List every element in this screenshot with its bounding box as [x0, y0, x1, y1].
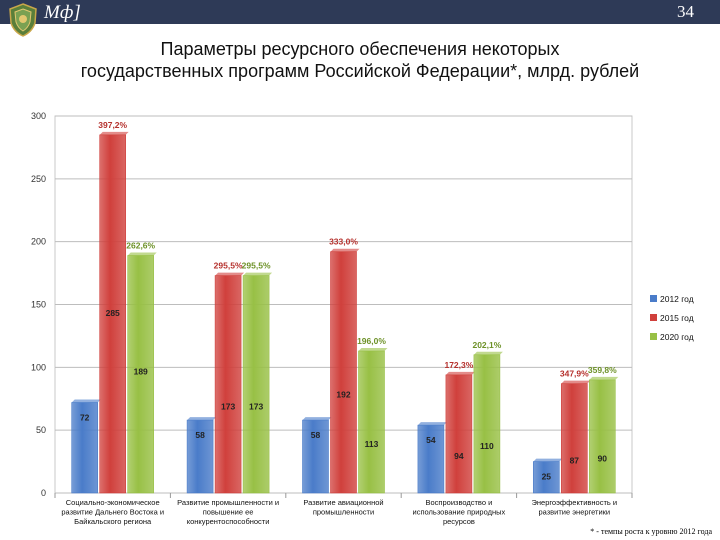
x-category-label: развитие энергетики [538, 508, 610, 517]
bar [214, 275, 242, 494]
slide-number: 34 [677, 2, 694, 21]
bar [588, 379, 616, 494]
title-line-2: государственных программ Российской Феде… [80, 61, 640, 81]
bar [560, 383, 588, 494]
bar [330, 251, 357, 494]
growth-label-2020: 295,5% [242, 261, 271, 271]
bar-top [445, 371, 475, 375]
brand-logo: Мф] [44, 2, 81, 23]
bar [473, 354, 501, 494]
growth-label-2020: 196,0% [357, 336, 386, 346]
x-category-label: повышение ее [203, 508, 254, 517]
bar-top [330, 248, 360, 252]
growth-label-2020: 202,1% [472, 340, 501, 350]
bar [417, 424, 445, 494]
data-label: 285 [106, 308, 120, 318]
x-category-label: Воспроизводство и [426, 498, 493, 507]
data-label: 54 [426, 435, 436, 445]
growth-label-2015: 295,5% [214, 261, 243, 271]
header-bar [0, 0, 720, 24]
footnote: * - темпы роста к уровню 2012 года [590, 527, 712, 536]
legend-swatch [650, 295, 657, 302]
title-line-1: Параметры ресурсного обеспечения некотор… [160, 39, 560, 59]
x-category-label: Энергоэффективность и [531, 498, 617, 507]
legend-label: 2015 год [660, 313, 694, 323]
bar-top [243, 272, 273, 276]
data-label: 189 [134, 366, 148, 376]
ministry-emblem-icon [9, 3, 37, 37]
growth-label-2015: 172,3% [444, 360, 473, 370]
growth-label-2015: 397,2% [98, 120, 127, 130]
y-tick-label: 50 [36, 425, 46, 435]
bar [127, 255, 154, 494]
bar-top [533, 458, 563, 462]
bar [99, 134, 126, 494]
legend-swatch [650, 333, 657, 340]
bar [302, 419, 329, 494]
y-tick-label: 300 [31, 111, 46, 121]
y-tick-label: 150 [31, 300, 46, 310]
data-label: 58 [311, 430, 321, 440]
bar [358, 350, 385, 494]
y-tick-label: 100 [31, 362, 46, 372]
legend-swatch [650, 314, 657, 321]
bar-top [215, 272, 245, 276]
bar [186, 419, 214, 494]
data-label: 110 [480, 441, 494, 451]
y-tick-label: 200 [31, 237, 46, 247]
legend-label: 2020 год [660, 332, 694, 342]
x-category-label: Развитие промышленности и [177, 498, 279, 507]
data-label: 72 [80, 413, 90, 423]
legend-label: 2012 год [660, 294, 694, 304]
bar [71, 402, 98, 494]
data-label: 113 [365, 439, 379, 449]
growth-label-2020: 359,8% [588, 365, 617, 375]
x-category-label: ресурсов [443, 517, 475, 526]
growth-label-2015: 347,9% [560, 369, 589, 379]
x-category-label: Развитие авиационной [303, 498, 383, 507]
x-category-label: Социально-экономическое [66, 498, 160, 507]
x-category-label: развитие Дальнего Востока и [61, 508, 164, 517]
growth-label-2020: 262,6% [126, 240, 155, 250]
bar [532, 461, 560, 494]
data-label: 58 [195, 430, 205, 440]
bar-top [71, 399, 101, 403]
x-category-label: использование природных [413, 508, 506, 517]
data-label: 192 [336, 389, 350, 399]
page-title: Параметры ресурсного обеспечения некотор… [40, 38, 680, 82]
x-category-label: конкурентоспособности [187, 517, 270, 526]
data-label: 173 [221, 401, 235, 411]
bar-top [99, 131, 129, 135]
bar-top [302, 417, 332, 421]
data-label: 94 [454, 451, 464, 461]
bar-top [358, 347, 388, 351]
data-label: 87 [570, 455, 580, 465]
bar-top [589, 376, 619, 380]
data-label: 25 [542, 472, 552, 482]
bar [242, 275, 270, 494]
bar-top [473, 351, 503, 355]
bar-top [417, 422, 447, 426]
growth-label-2015: 333,0% [329, 237, 358, 247]
bar-top [187, 417, 217, 421]
x-category-label: промышленности [313, 508, 374, 517]
bar-top [127, 252, 157, 256]
data-label: 90 [598, 453, 608, 463]
bar [445, 374, 473, 494]
data-label: 173 [249, 401, 263, 411]
y-tick-label: 250 [31, 174, 46, 184]
y-tick-label: 0 [41, 488, 46, 498]
x-category-label: Байкальского региона [74, 517, 152, 526]
bar-top [561, 380, 591, 384]
